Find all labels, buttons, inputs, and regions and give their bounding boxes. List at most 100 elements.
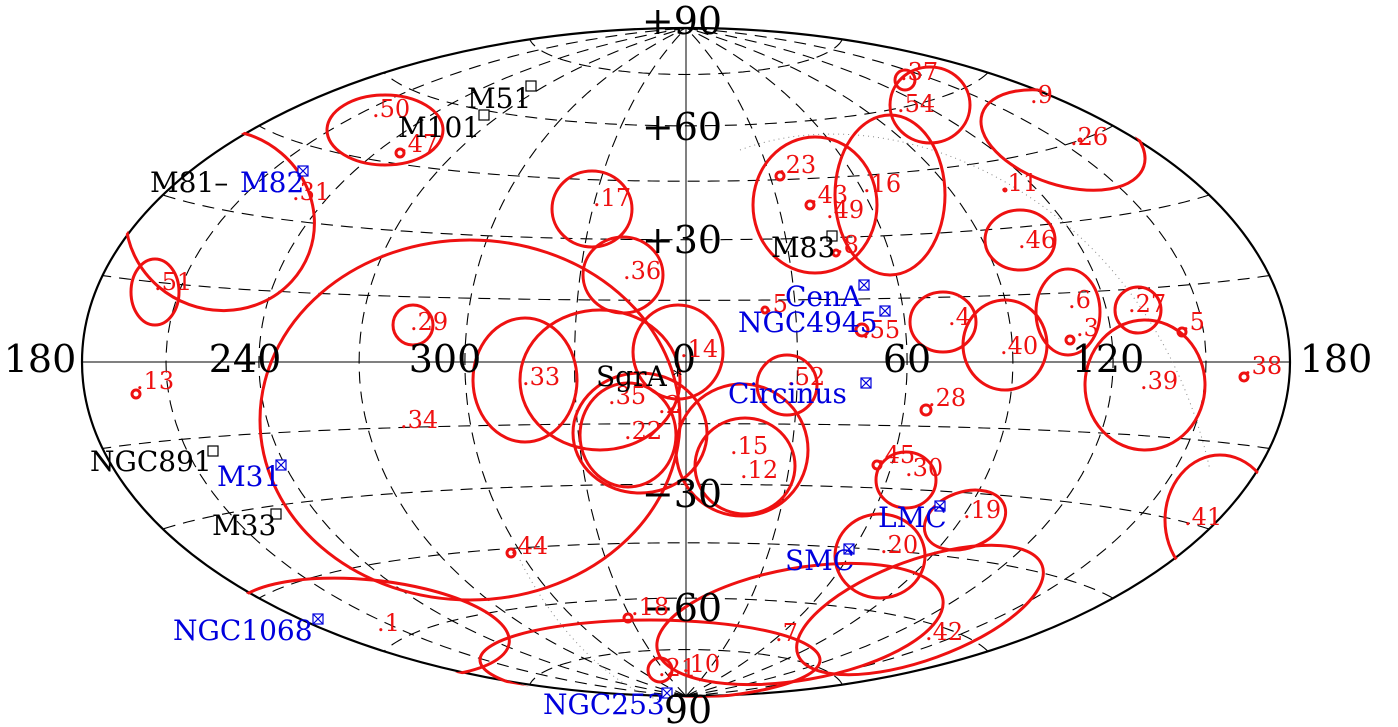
event-label-40: .40: [1000, 332, 1038, 360]
source-label-smc: SMC: [785, 544, 854, 577]
event-circle-27: [1113, 285, 1163, 335]
sky-outline: [80, 26, 1292, 698]
axis-label-lon-0: 0: [672, 337, 696, 381]
source-marker-circinus: [860, 377, 872, 389]
event-label-37: .37: [900, 58, 938, 86]
event-label-8: .8: [836, 231, 859, 259]
event-label-1: .1: [377, 609, 400, 637]
source-label-circinus: Circinus: [728, 377, 847, 410]
source-label-lmc: LMC: [878, 501, 947, 534]
axis-label-lon-180-right: 180: [1300, 337, 1373, 381]
axis-label-lat-plus60: +60: [642, 105, 722, 149]
axis-label-lat-minus30: −30: [642, 472, 722, 516]
box-icon: [525, 80, 537, 92]
box-icon: [826, 230, 838, 242]
event-circle-46: [983, 208, 1057, 272]
event-circle-37: [893, 68, 917, 92]
event-circles: [124, 65, 1277, 698]
source-marker-cena: [858, 279, 870, 291]
event-circle-29: [391, 303, 435, 347]
axis-label-lon-60: 60: [883, 337, 931, 381]
event-circle-34: [258, 238, 682, 602]
event-circle-9: [979, 88, 1147, 192]
cross-icon: [661, 687, 673, 699]
event-label-51: .51: [154, 268, 192, 296]
event-circle-4: [908, 290, 978, 354]
cross-icon: [312, 613, 324, 625]
event-circle-36: [581, 235, 665, 315]
event-circle-3: [1064, 334, 1076, 346]
source-marker-smc: [843, 543, 855, 555]
event-label-55: .55: [862, 316, 900, 344]
event-label-44: .44: [510, 532, 548, 560]
source-label-ngc253: NGC253: [543, 688, 665, 721]
event-label-18: .18: [631, 593, 669, 621]
event-circle-44: [505, 547, 517, 559]
source-marker-ngc891: [207, 445, 219, 457]
event-label-13: .13: [136, 367, 174, 395]
source-marker-ngc253: [661, 687, 673, 699]
source-markers: *: [207, 80, 946, 699]
event-label-35: .35: [608, 382, 646, 410]
axis-label-lon-120: 120: [1072, 337, 1145, 381]
event-label-54: .54: [897, 90, 935, 118]
source-marker-ngc4945: [879, 305, 891, 317]
event-circle-21: [646, 656, 674, 684]
event-label-16: .16: [863, 170, 901, 198]
event-label-45: .45: [877, 441, 915, 469]
source-label-m82: M82: [240, 166, 304, 199]
event-circle-40: [961, 298, 1049, 392]
cross-icon: [858, 279, 870, 291]
event-label-5: .5: [1182, 308, 1205, 336]
source-marker-m82: [297, 165, 309, 177]
cross-icon: [934, 500, 946, 512]
event-label-43: .43: [810, 181, 848, 209]
event-circle-10: [478, 618, 822, 698]
event-label-36: .36: [623, 257, 661, 285]
box-icon: [270, 508, 282, 520]
event-label-10: .10: [682, 650, 720, 678]
event-label-7: .7: [775, 619, 798, 647]
source-label-m51: M51: [467, 82, 531, 115]
axis-label-lon-180-left: 180: [4, 337, 77, 381]
cross-icon: [860, 377, 872, 389]
source-marker-m33: [270, 508, 282, 520]
event-circle-43: [804, 199, 816, 211]
event-label-19: .19: [963, 496, 1001, 524]
event-label-17: .17: [593, 184, 631, 212]
event-circle-8: [831, 248, 841, 258]
event-label-21: .21: [658, 654, 696, 682]
event-label-15: .15: [730, 432, 768, 460]
event-label-52: .52: [787, 363, 825, 391]
event-label-2: .2: [658, 391, 681, 419]
event-circle-13: [130, 388, 142, 400]
event-circle-35: [518, 308, 682, 452]
cross-icon: [297, 165, 309, 177]
source-marker-m31: [275, 459, 287, 471]
axis-label-lon-300: 300: [409, 337, 482, 381]
event-circle-11: [1002, 187, 1008, 193]
event-circle-12: [693, 416, 797, 516]
event-label-11: .11: [1000, 169, 1038, 197]
source-label-m31: M31: [217, 460, 281, 493]
event-circle-52: [755, 353, 819, 417]
event-label-39: .39: [1140, 367, 1178, 395]
source-marker-sgra: *: [673, 366, 682, 387]
event-label-38: .38: [1244, 352, 1282, 380]
event-circle-55: [854, 322, 870, 338]
source-marker-m101: [478, 109, 490, 121]
event-label-4: .4: [948, 303, 971, 331]
event-circle-22: [578, 381, 678, 489]
event-circle-23: [774, 170, 786, 182]
event-label-42: .42: [925, 618, 963, 646]
event-circle-45: [871, 459, 883, 471]
event-circle-42: [795, 543, 1045, 677]
event-circle-18: [622, 612, 634, 624]
source-marker-lmc: [934, 500, 946, 512]
event-circle-54: [888, 65, 972, 145]
event-circle-28: [919, 403, 933, 417]
event-circle-47: [394, 147, 406, 159]
cross-icon: [843, 543, 855, 555]
event-label-22: .22: [624, 417, 662, 445]
